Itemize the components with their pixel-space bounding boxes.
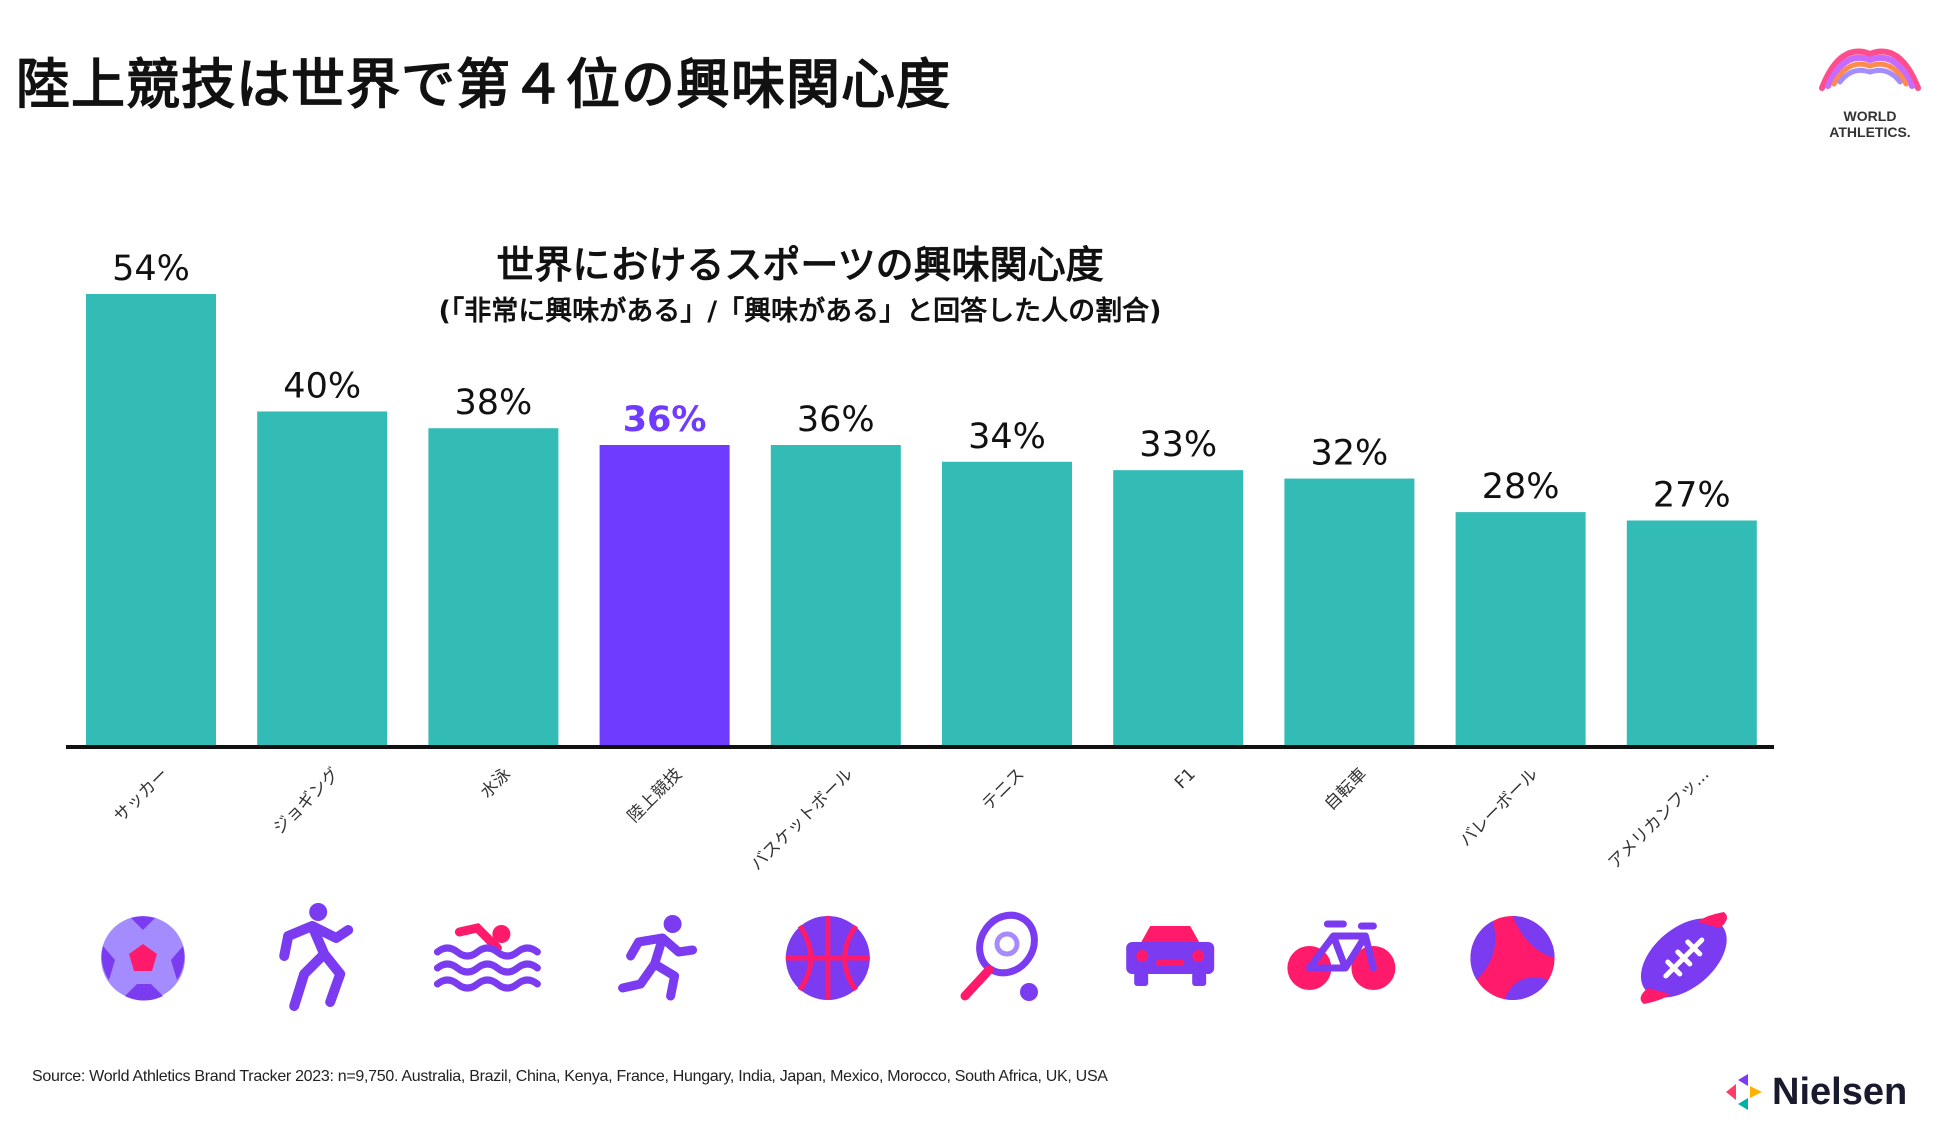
- source-note: Source: World Athletics Brand Tracker 20…: [32, 1068, 1108, 1085]
- category-label-1: サッカー: [110, 764, 172, 826]
- category-label-4: 陸上競技: [624, 764, 686, 826]
- chart-subtitle: (「非常に興味がある」/「興味がある」と回答した人の割合): [438, 295, 1161, 327]
- data-label-6: 34%: [968, 417, 1046, 457]
- category-label-5: バスケットボール: [747, 764, 857, 874]
- bar-2: [257, 411, 388, 747]
- bar-4: [599, 445, 730, 747]
- category-label-2: ジョギング: [269, 764, 343, 838]
- world-athletics-logo-line2: ATHLETICS.: [1829, 124, 1911, 140]
- data-label-2: 40%: [283, 366, 361, 406]
- category-label-6: テニス: [978, 764, 1028, 814]
- world-athletics-logo-line1: WORLD: [1843, 108, 1897, 124]
- bar-chart: 世界におけるスポーツの興味関心度 (「非常に興味がある」/「興味がある」と回答した…: [66, 243, 1774, 1011]
- category-label-9: バレーボール: [1456, 764, 1542, 850]
- running-figure-icon: [279, 903, 354, 1011]
- data-label-9: 28%: [1482, 467, 1560, 507]
- bar-10: [1626, 520, 1757, 747]
- soccer-ball-icon: [101, 916, 185, 1001]
- data-label-5: 36%: [797, 400, 875, 440]
- data-label-4: 36%: [623, 400, 707, 440]
- nielsen-logo-text: Nielsen: [1772, 1071, 1908, 1113]
- bar-3: [428, 428, 559, 747]
- data-label-10: 27%: [1653, 476, 1731, 516]
- category-label-7: F1: [1171, 764, 1200, 793]
- bar-5: [770, 445, 901, 747]
- bar-8: [1284, 478, 1415, 747]
- bicycle-icon: [1287, 920, 1396, 990]
- data-label-1: 54%: [112, 249, 190, 289]
- bar-6: [942, 461, 1072, 747]
- volleyball-icon: [1470, 916, 1555, 1000]
- data-label-8: 32%: [1311, 434, 1389, 474]
- tennis-racket-icon: [960, 911, 1038, 1001]
- bar-7: [1113, 470, 1244, 747]
- page-title: 陸上競技は世界で第４位の興味関心度: [16, 53, 951, 116]
- swimming-icon: [433, 923, 541, 992]
- nielsen-logo: Nielsen: [1722, 1070, 1942, 1114]
- data-label-7: 33%: [1139, 425, 1217, 465]
- category-label-3: 水泳: [477, 764, 515, 802]
- world-athletics-logo-icon: [1819, 48, 1921, 91]
- world-athletics-logo: WORLD ATHLETICS.: [1800, 36, 1940, 146]
- bar-1: [86, 294, 216, 747]
- basketball-icon: [785, 916, 870, 1000]
- category-label-10: アメリカンフッ...: [1605, 764, 1714, 873]
- nielsen-logo-icon: [1726, 1074, 1762, 1110]
- runner-icon: [618, 915, 698, 1001]
- american-football-icon: [1640, 912, 1727, 1004]
- car-icon: [1126, 926, 1215, 986]
- category-label-8: 自転車: [1321, 764, 1371, 814]
- data-label-3: 38%: [455, 383, 533, 423]
- bar-9: [1455, 512, 1586, 747]
- chart-title: 世界におけるスポーツの興味関心度: [496, 243, 1103, 287]
